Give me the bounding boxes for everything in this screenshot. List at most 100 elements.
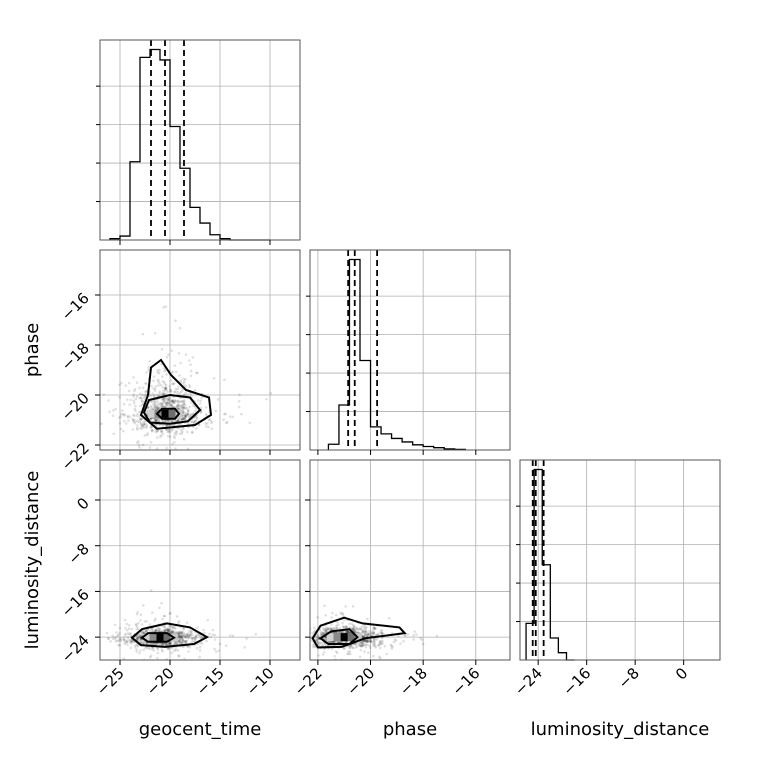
y-tick-label-luminosity_distance: −16 <box>58 586 93 621</box>
scatter-point <box>178 639 181 643</box>
scatter-point <box>375 669 378 672</box>
scatter-point <box>130 639 133 643</box>
scatter-point <box>132 395 135 398</box>
scatter-point <box>344 626 348 629</box>
scatter-point <box>162 392 166 395</box>
scatter-point <box>164 420 167 424</box>
scatter-point <box>366 633 369 637</box>
scatter-point <box>180 636 184 640</box>
scatter-point <box>154 418 158 422</box>
scatter-point <box>168 612 172 616</box>
scatter-point <box>196 633 200 637</box>
scatter-point <box>167 404 170 408</box>
scatter-point <box>238 393 241 397</box>
scatter-point <box>372 627 376 631</box>
y-axis-label-luminosity-distance: luminosity_distance <box>22 471 43 650</box>
scatter-point <box>406 633 410 636</box>
scatter-point <box>208 418 212 421</box>
scatter-point <box>169 641 173 645</box>
scatter-point <box>160 601 163 605</box>
scatter-point <box>163 382 167 386</box>
scatter-point <box>151 642 154 646</box>
scatter-point <box>192 404 195 408</box>
scatter-point <box>372 626 376 629</box>
scatter-point <box>367 632 371 636</box>
scatter-point <box>154 407 158 410</box>
scatter-point <box>138 418 142 422</box>
scatter-point <box>130 627 134 631</box>
scatter-point <box>175 370 178 374</box>
scatter-point <box>162 642 166 646</box>
scatter-point <box>183 633 186 636</box>
scatter-point <box>126 636 130 639</box>
scatter-point <box>366 643 369 647</box>
scatter-point <box>203 631 206 635</box>
scatter-point <box>243 646 246 649</box>
scatter-point <box>316 635 320 638</box>
scatter-point <box>150 429 154 432</box>
scatter-point <box>378 655 381 659</box>
scatter-point <box>170 429 174 432</box>
scatter-point <box>372 631 376 635</box>
scatter-point <box>194 637 197 640</box>
scatter-point <box>120 413 123 416</box>
scatter-point <box>347 630 351 634</box>
scatter-point <box>136 441 139 445</box>
scatter-point <box>191 639 194 643</box>
scatter-point <box>198 402 202 405</box>
scatter-point <box>352 646 355 650</box>
scatter-point <box>161 649 164 653</box>
scatter-point <box>166 647 170 650</box>
x-tick-label-geocent_time: −10 <box>243 664 278 699</box>
scatter-point <box>126 632 130 636</box>
scatter-point <box>151 611 154 614</box>
scatter-point <box>378 642 381 645</box>
scatter-point <box>139 637 142 641</box>
scatter-point <box>365 640 368 643</box>
scatter-point <box>365 625 368 629</box>
y-tick-label-luminosity_distance: −8 <box>64 540 92 568</box>
scatter-point <box>224 421 228 425</box>
scatter-point <box>170 400 174 403</box>
scatter-point <box>161 392 165 396</box>
scatter-point <box>372 626 375 629</box>
scatter-point <box>324 631 327 634</box>
scatter-point <box>156 429 159 433</box>
scatter-point <box>316 633 320 637</box>
scatter-point <box>153 405 156 409</box>
scatter-point <box>162 389 165 393</box>
scatter-point <box>132 401 136 405</box>
scatter-point <box>293 630 296 633</box>
scatter-point <box>168 430 172 433</box>
scatter-point <box>362 625 366 628</box>
scatter-point <box>368 629 372 633</box>
scatter-point <box>170 646 174 650</box>
scatter-point <box>371 629 374 633</box>
scatter-point <box>156 651 160 655</box>
scatter-point <box>372 644 375 648</box>
scatter-point <box>338 626 342 630</box>
scatter-point <box>154 406 158 409</box>
scatter-point <box>364 629 368 632</box>
scatter-point <box>141 631 145 634</box>
scatter-point <box>146 628 149 632</box>
scatter-point <box>202 628 205 632</box>
histogram-geocent_time <box>109 48 270 241</box>
scatter-point <box>155 419 158 423</box>
scatter-point <box>167 353 170 357</box>
histogram-luminosity_distance <box>525 468 575 661</box>
scatter-point <box>186 409 190 413</box>
scatter-point <box>326 626 329 630</box>
scatter-point <box>378 640 382 643</box>
scatter-point <box>122 637 126 640</box>
density-cell <box>149 633 157 642</box>
scatter-point <box>163 405 167 409</box>
scatter-point <box>144 390 147 394</box>
scatter-point <box>152 642 156 646</box>
scatter-point <box>302 638 305 641</box>
scatter-point <box>162 399 166 402</box>
scatter-point <box>93 630 96 633</box>
scatter-point <box>148 446 152 449</box>
scatter-point <box>295 631 298 634</box>
scatter-point <box>160 430 163 433</box>
